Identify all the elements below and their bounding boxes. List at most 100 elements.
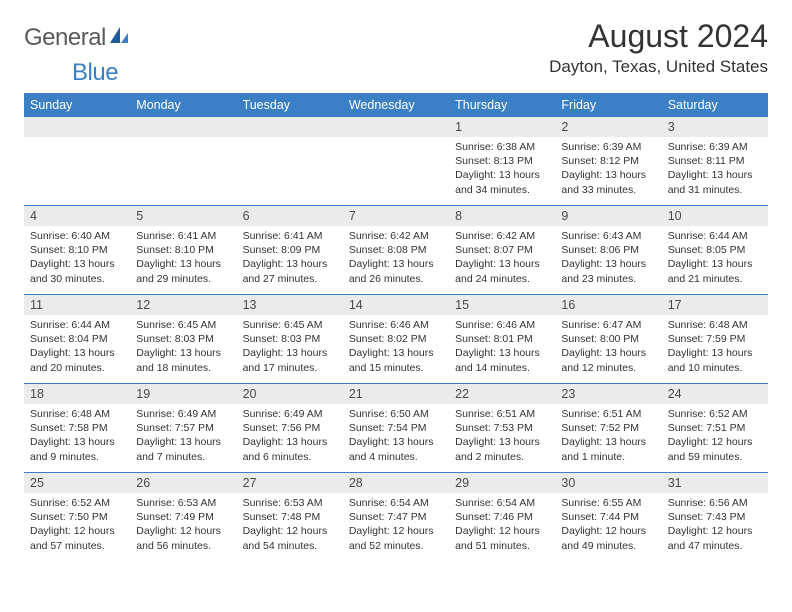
- day-detail-line: Sunrise: 6:48 AM: [668, 318, 762, 332]
- calendar-cell: 20Sunrise: 6:49 AMSunset: 7:56 PMDayligh…: [237, 384, 343, 472]
- calendar-cell: 5Sunrise: 6:41 AMSunset: 8:10 PMDaylight…: [130, 206, 236, 294]
- day-detail-line: Sunset: 8:04 PM: [30, 332, 124, 346]
- day-detail-line: Sunset: 7:52 PM: [561, 421, 655, 435]
- day-detail-line: Daylight: 13 hours and 2 minutes.: [455, 435, 549, 463]
- week-row: 11Sunrise: 6:44 AMSunset: 8:04 PMDayligh…: [24, 295, 768, 384]
- day-detail-line: Sunrise: 6:46 AM: [455, 318, 549, 332]
- calendar-cell: 21Sunrise: 6:50 AMSunset: 7:54 PMDayligh…: [343, 384, 449, 472]
- day-details: Sunrise: 6:38 AMSunset: 8:13 PMDaylight:…: [449, 137, 555, 201]
- day-detail-line: Sunrise: 6:43 AM: [561, 229, 655, 243]
- day-detail-line: Sunset: 7:46 PM: [455, 510, 549, 524]
- day-detail-line: Sunrise: 6:53 AM: [136, 496, 230, 510]
- day-detail-line: Daylight: 13 hours and 27 minutes.: [243, 257, 337, 285]
- day-details: Sunrise: 6:41 AMSunset: 8:09 PMDaylight:…: [237, 226, 343, 290]
- day-number: 30: [555, 473, 661, 493]
- calendar-cell: 27Sunrise: 6:53 AMSunset: 7:48 PMDayligh…: [237, 473, 343, 561]
- dayname-friday: Friday: [555, 93, 661, 117]
- calendar-cell: 7Sunrise: 6:42 AMSunset: 8:08 PMDaylight…: [343, 206, 449, 294]
- week-row: 25Sunrise: 6:52 AMSunset: 7:50 PMDayligh…: [24, 473, 768, 561]
- day-details: Sunrise: 6:44 AMSunset: 8:04 PMDaylight:…: [24, 315, 130, 379]
- day-detail-line: Sunrise: 6:44 AM: [30, 318, 124, 332]
- day-number: [343, 117, 449, 137]
- day-number: 25: [24, 473, 130, 493]
- week-row: 4Sunrise: 6:40 AMSunset: 8:10 PMDaylight…: [24, 206, 768, 295]
- calendar-cell-empty: [24, 117, 130, 205]
- day-detail-line: Daylight: 13 hours and 6 minutes.: [243, 435, 337, 463]
- logo: General: [24, 24, 132, 52]
- day-details: Sunrise: 6:42 AMSunset: 8:07 PMDaylight:…: [449, 226, 555, 290]
- day-detail-line: Sunset: 7:49 PM: [136, 510, 230, 524]
- day-detail-line: Sunrise: 6:44 AM: [668, 229, 762, 243]
- day-detail-line: Sunrise: 6:51 AM: [561, 407, 655, 421]
- day-detail-line: Sunset: 8:05 PM: [668, 243, 762, 257]
- day-number: 9: [555, 206, 661, 226]
- day-detail-line: Daylight: 13 hours and 31 minutes.: [668, 168, 762, 196]
- day-detail-line: Daylight: 13 hours and 34 minutes.: [455, 168, 549, 196]
- calendar-cell: 6Sunrise: 6:41 AMSunset: 8:09 PMDaylight…: [237, 206, 343, 294]
- calendar-grid: SundayMondayTuesdayWednesdayThursdayFrid…: [24, 93, 768, 561]
- day-number: 4: [24, 206, 130, 226]
- dayname-row: SundayMondayTuesdayWednesdayThursdayFrid…: [24, 93, 768, 117]
- day-number: 18: [24, 384, 130, 404]
- day-detail-line: Daylight: 12 hours and 56 minutes.: [136, 524, 230, 552]
- dayname-tuesday: Tuesday: [237, 93, 343, 117]
- day-detail-line: Daylight: 13 hours and 4 minutes.: [349, 435, 443, 463]
- day-detail-line: Sunset: 8:03 PM: [243, 332, 337, 346]
- day-detail-line: Sunset: 7:56 PM: [243, 421, 337, 435]
- day-details: Sunrise: 6:52 AMSunset: 7:50 PMDaylight:…: [24, 493, 130, 557]
- day-detail-line: Sunrise: 6:45 AM: [136, 318, 230, 332]
- day-details: Sunrise: 6:39 AMSunset: 8:12 PMDaylight:…: [555, 137, 661, 201]
- day-detail-line: Sunset: 8:12 PM: [561, 154, 655, 168]
- day-detail-line: Sunset: 7:59 PM: [668, 332, 762, 346]
- day-number: 7: [343, 206, 449, 226]
- day-details: Sunrise: 6:53 AMSunset: 7:49 PMDaylight:…: [130, 493, 236, 557]
- day-number: 8: [449, 206, 555, 226]
- calendar-cell: 16Sunrise: 6:47 AMSunset: 8:00 PMDayligh…: [555, 295, 661, 383]
- logo-text-blue: Blue: [72, 59, 118, 86]
- day-number: 5: [130, 206, 236, 226]
- calendar-cell: 26Sunrise: 6:53 AMSunset: 7:49 PMDayligh…: [130, 473, 236, 561]
- calendar-cell: 28Sunrise: 6:54 AMSunset: 7:47 PMDayligh…: [343, 473, 449, 561]
- day-details: [237, 137, 343, 144]
- day-number: 1: [449, 117, 555, 137]
- day-details: [130, 137, 236, 144]
- day-detail-line: Sunrise: 6:42 AM: [349, 229, 443, 243]
- day-detail-line: Sunset: 7:43 PM: [668, 510, 762, 524]
- day-detail-line: Sunset: 7:48 PM: [243, 510, 337, 524]
- day-number: 19: [130, 384, 236, 404]
- calendar-cell: 14Sunrise: 6:46 AMSunset: 8:02 PMDayligh…: [343, 295, 449, 383]
- day-detail-line: Daylight: 13 hours and 18 minutes.: [136, 346, 230, 374]
- day-detail-line: Sunrise: 6:56 AM: [668, 496, 762, 510]
- day-detail-line: Sunset: 8:08 PM: [349, 243, 443, 257]
- day-details: Sunrise: 6:42 AMSunset: 8:08 PMDaylight:…: [343, 226, 449, 290]
- day-detail-line: Sunrise: 6:52 AM: [668, 407, 762, 421]
- day-detail-line: Daylight: 13 hours and 30 minutes.: [30, 257, 124, 285]
- day-detail-line: Sunrise: 6:50 AM: [349, 407, 443, 421]
- day-detail-line: Sunrise: 6:39 AM: [668, 140, 762, 154]
- calendar-cell-empty: [130, 117, 236, 205]
- day-detail-line: Daylight: 13 hours and 9 minutes.: [30, 435, 124, 463]
- calendar-cell: 29Sunrise: 6:54 AMSunset: 7:46 PMDayligh…: [449, 473, 555, 561]
- title-block: August 2024 Dayton, Texas, United States: [549, 18, 768, 77]
- day-number: 31: [662, 473, 768, 493]
- dayname-thursday: Thursday: [449, 93, 555, 117]
- day-details: Sunrise: 6:45 AMSunset: 8:03 PMDaylight:…: [130, 315, 236, 379]
- calendar-cell: 23Sunrise: 6:51 AMSunset: 7:52 PMDayligh…: [555, 384, 661, 472]
- day-details: Sunrise: 6:55 AMSunset: 7:44 PMDaylight:…: [555, 493, 661, 557]
- day-number: 29: [449, 473, 555, 493]
- day-detail-line: Sunrise: 6:51 AM: [455, 407, 549, 421]
- day-number: 26: [130, 473, 236, 493]
- calendar-cell: 12Sunrise: 6:45 AMSunset: 8:03 PMDayligh…: [130, 295, 236, 383]
- day-detail-line: Daylight: 12 hours and 52 minutes.: [349, 524, 443, 552]
- day-detail-line: Sunset: 8:11 PM: [668, 154, 762, 168]
- day-details: Sunrise: 6:46 AMSunset: 8:02 PMDaylight:…: [343, 315, 449, 379]
- day-number: 6: [237, 206, 343, 226]
- day-detail-line: Daylight: 12 hours and 54 minutes.: [243, 524, 337, 552]
- day-detail-line: Sunset: 7:53 PM: [455, 421, 549, 435]
- day-detail-line: Daylight: 13 hours and 26 minutes.: [349, 257, 443, 285]
- calendar-cell: 31Sunrise: 6:56 AMSunset: 7:43 PMDayligh…: [662, 473, 768, 561]
- calendar-cell: 11Sunrise: 6:44 AMSunset: 8:04 PMDayligh…: [24, 295, 130, 383]
- day-detail-line: Daylight: 13 hours and 23 minutes.: [561, 257, 655, 285]
- day-detail-line: Sunrise: 6:41 AM: [136, 229, 230, 243]
- day-number: [24, 117, 130, 137]
